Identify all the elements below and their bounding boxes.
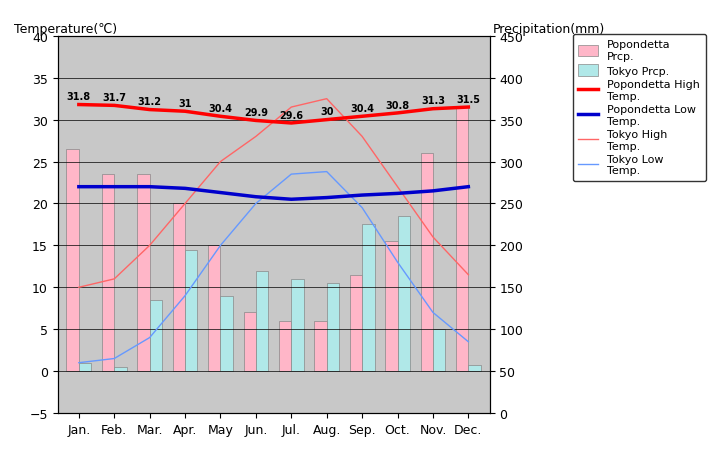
Text: 31.2: 31.2: [138, 97, 162, 107]
Bar: [456, 108, 468, 371]
Bar: [114, 367, 127, 371]
Bar: [243, 313, 256, 371]
Bar: [150, 300, 162, 371]
Bar: [185, 250, 197, 371]
Bar: [350, 275, 362, 371]
Text: Precipitation(mm): Precipitation(mm): [493, 23, 606, 36]
Bar: [220, 296, 233, 371]
Bar: [468, 365, 481, 371]
Bar: [102, 175, 114, 371]
Text: 30: 30: [320, 107, 333, 117]
Bar: [138, 175, 150, 371]
Bar: [385, 241, 397, 371]
Text: 30.4: 30.4: [209, 104, 233, 114]
Bar: [315, 321, 327, 371]
Text: 31.7: 31.7: [102, 93, 126, 103]
Bar: [279, 321, 292, 371]
Text: 29.9: 29.9: [244, 108, 268, 118]
Text: 31.8: 31.8: [67, 92, 91, 102]
Text: 29.6: 29.6: [279, 110, 303, 120]
Bar: [292, 279, 304, 371]
Text: 30.4: 30.4: [350, 104, 374, 114]
Bar: [173, 204, 185, 371]
Legend: Popondetta
Prcp., Tokyo Prcp., Popondetta High
Temp., Popondetta Low
Temp., Toky: Popondetta Prcp., Tokyo Prcp., Popondett…: [573, 35, 706, 182]
Bar: [208, 246, 220, 371]
Text: 31.3: 31.3: [421, 96, 445, 106]
Text: Temperature(℃): Temperature(℃): [14, 23, 117, 36]
Bar: [362, 225, 374, 371]
Bar: [433, 330, 446, 371]
Bar: [420, 154, 433, 371]
Text: 31.5: 31.5: [456, 95, 480, 105]
Bar: [66, 150, 79, 371]
Bar: [397, 217, 410, 371]
Text: 30.8: 30.8: [385, 101, 410, 110]
Bar: [79, 363, 91, 371]
Text: 31: 31: [179, 99, 192, 109]
Bar: [256, 271, 269, 371]
Bar: [327, 284, 339, 371]
